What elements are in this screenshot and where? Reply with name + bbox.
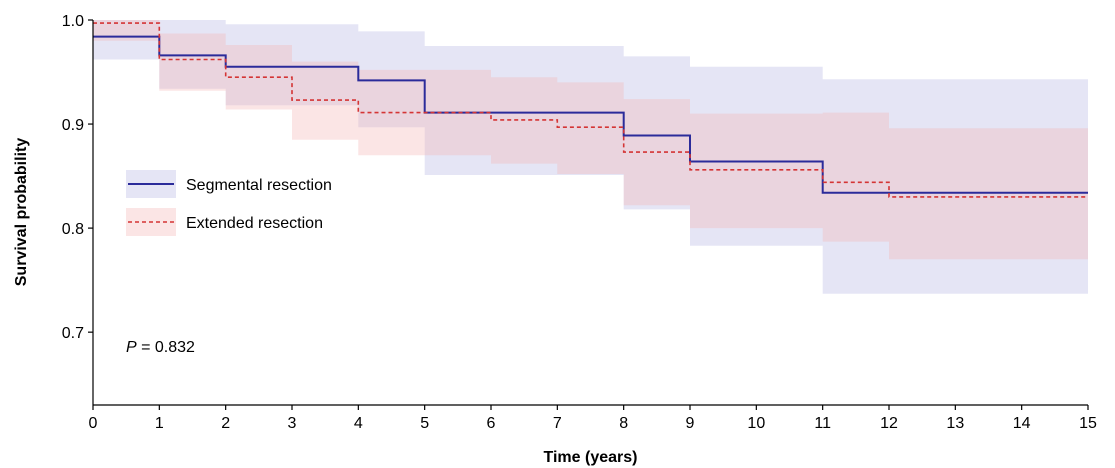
axes xyxy=(92,20,1088,406)
y-tick-label: 0.7 xyxy=(62,325,84,342)
x-tick-label: 9 xyxy=(686,415,695,432)
survival-curve-extended xyxy=(93,22,1088,198)
x-tick-label: 4 xyxy=(354,415,363,432)
x-tick-label: 13 xyxy=(946,415,964,432)
ci-band-segmental xyxy=(93,20,1088,294)
x-tick-label: 2 xyxy=(221,415,230,432)
x-tick-label: 11 xyxy=(814,415,831,432)
survival-curves xyxy=(93,22,1088,198)
legend-item-extended: Extended resection xyxy=(126,208,323,236)
x-tick-label: 0 xyxy=(89,415,98,432)
y-tick-label: 0.9 xyxy=(62,117,84,134)
p-value-symbol: P xyxy=(126,339,137,356)
x-tick-label: 14 xyxy=(1013,415,1031,432)
x-tick-label: 7 xyxy=(553,415,562,432)
confidence-bands xyxy=(93,20,1088,294)
y-ticks: 0.7 0.8 0.9 1.0 xyxy=(62,13,93,342)
x-tick-label: 1 xyxy=(155,415,164,432)
x-ticks: 0 1 2 3 4 5 6 7 8 9 10 11 12 13 14 15 xyxy=(89,405,1097,432)
x-tick-label: 6 xyxy=(487,415,496,432)
ci-band-extended xyxy=(93,20,1088,260)
x-tick-label: 12 xyxy=(880,415,898,432)
legend: Segmental resection Extended resection xyxy=(126,170,332,236)
y-tick-label: 1.0 xyxy=(62,13,84,30)
survival-curve-segmental xyxy=(93,35,1088,194)
y-axis-title: Survival probability xyxy=(13,138,30,287)
legend-label-extended: Extended resection xyxy=(186,215,323,232)
legend-label-segmental: Segmental resection xyxy=(186,177,332,194)
x-tick-label: 8 xyxy=(619,415,628,432)
legend-item-segmental: Segmental resection xyxy=(126,170,332,198)
x-tick-label: 3 xyxy=(288,415,297,432)
x-tick-label: 15 xyxy=(1079,415,1097,432)
x-tick-label: 10 xyxy=(747,415,765,432)
p-value-text: = 0.832 xyxy=(137,339,195,356)
x-axis-title: Time (years) xyxy=(544,449,638,466)
p-value-annotation: P = 0.832 xyxy=(126,339,195,356)
y-tick-label: 0.8 xyxy=(62,221,84,238)
x-tick-label: 5 xyxy=(420,415,429,432)
